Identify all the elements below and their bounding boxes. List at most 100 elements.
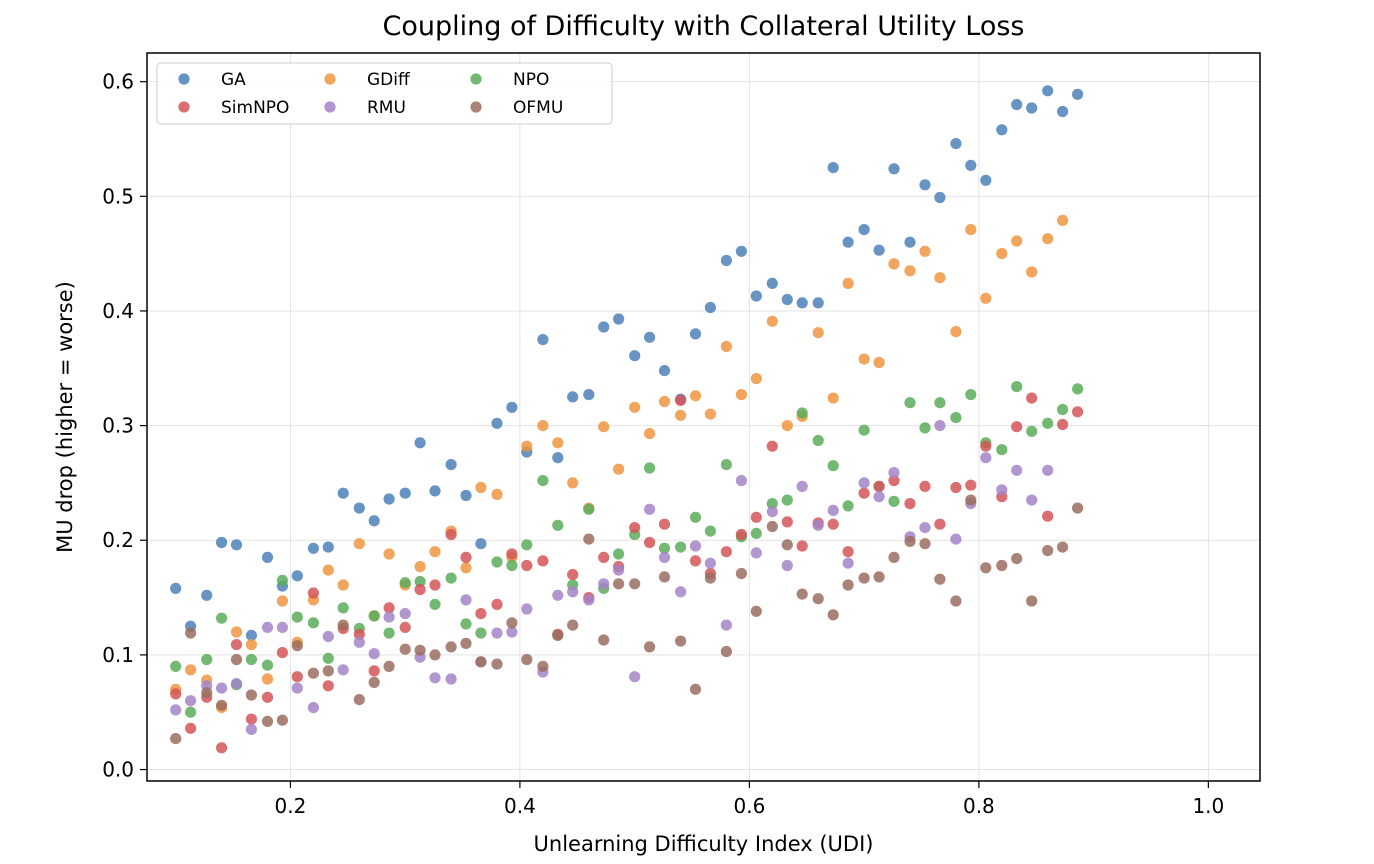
y-tick-label: 0.4 bbox=[102, 299, 134, 323]
point-gdiff bbox=[245, 639, 257, 651]
point-ofmu bbox=[704, 572, 717, 584]
point-gdiff bbox=[613, 463, 625, 475]
point-simnpo bbox=[644, 536, 656, 549]
point-ofmu bbox=[368, 676, 380, 689]
point-gdiff bbox=[720, 340, 733, 353]
point-simnpo bbox=[1042, 510, 1054, 522]
legend-label-ga: GA bbox=[221, 70, 246, 90]
point-gdiff bbox=[1026, 266, 1038, 278]
point-npo bbox=[1042, 417, 1054, 429]
point-ga bbox=[399, 487, 411, 499]
legend: GA GDiff NPO SimNPO RMU OFMU bbox=[156, 62, 613, 125]
point-rmu bbox=[720, 619, 733, 631]
point-simnpo bbox=[735, 528, 748, 541]
point-ga bbox=[873, 244, 885, 256]
legend-marker-gdiff bbox=[324, 73, 336, 85]
point-gdiff bbox=[704, 408, 717, 420]
point-npo bbox=[521, 539, 533, 551]
point-rmu bbox=[613, 564, 625, 576]
point-simnpo bbox=[658, 518, 671, 530]
point-rmu bbox=[291, 682, 303, 694]
point-ofmu bbox=[537, 660, 549, 673]
point-ga bbox=[1011, 99, 1023, 111]
point-simnpo bbox=[261, 691, 274, 703]
point-gdiff bbox=[322, 564, 334, 576]
point-gdiff bbox=[873, 356, 885, 369]
point-ga bbox=[750, 290, 762, 302]
plot-area-frame bbox=[146, 52, 1261, 782]
point-ga bbox=[888, 163, 900, 175]
point-ofmu bbox=[934, 573, 946, 585]
point-ga bbox=[812, 297, 824, 309]
point-npo bbox=[216, 612, 228, 624]
point-npo bbox=[965, 389, 977, 401]
point-rmu bbox=[491, 627, 503, 639]
point-ga bbox=[827, 162, 839, 174]
point-rmu bbox=[368, 648, 380, 660]
legend-label-simnpo: SimNPO bbox=[221, 98, 289, 118]
point-rmu bbox=[781, 559, 793, 572]
point-simnpo bbox=[491, 598, 503, 611]
point-ga bbox=[1042, 85, 1054, 97]
y-tick-label: 0.6 bbox=[102, 70, 134, 94]
point-ga bbox=[996, 124, 1008, 136]
point-npo bbox=[658, 542, 671, 554]
point-simnpo bbox=[291, 671, 303, 683]
point-gdiff bbox=[1057, 214, 1069, 226]
point-rmu bbox=[675, 586, 687, 598]
point-npo bbox=[858, 424, 870, 436]
point-ofmu bbox=[445, 641, 457, 653]
point-simnpo bbox=[353, 628, 365, 640]
point-ga bbox=[552, 452, 564, 464]
point-simnpo bbox=[1026, 392, 1038, 404]
point-ofmu bbox=[750, 605, 762, 617]
point-gdiff bbox=[904, 265, 916, 277]
point-gdiff bbox=[230, 626, 243, 638]
y-tick-label: 0.5 bbox=[102, 184, 134, 208]
x-tick-label: 0.8 bbox=[963, 794, 995, 818]
point-rmu bbox=[812, 519, 824, 531]
point-npo bbox=[276, 574, 288, 587]
point-rmu bbox=[245, 723, 257, 736]
point-ofmu bbox=[644, 641, 656, 653]
point-gdiff bbox=[644, 428, 656, 440]
point-ga bbox=[1026, 102, 1038, 114]
point-ga bbox=[475, 538, 487, 550]
point-rmu bbox=[766, 506, 778, 518]
point-ga bbox=[460, 489, 472, 502]
point-npo bbox=[766, 498, 778, 510]
point-ofmu bbox=[1057, 541, 1069, 553]
point-ofmu bbox=[796, 588, 808, 600]
point-ofmu bbox=[1072, 502, 1084, 514]
point-npo bbox=[950, 412, 962, 424]
point-ofmu bbox=[414, 644, 426, 656]
point-rmu bbox=[521, 603, 533, 615]
point-rmu bbox=[261, 621, 274, 634]
point-npo bbox=[201, 653, 213, 666]
point-ga bbox=[704, 301, 717, 314]
point-ga bbox=[796, 297, 808, 309]
point-ofmu bbox=[858, 572, 870, 584]
point-npo bbox=[1057, 403, 1069, 416]
point-ga bbox=[506, 401, 518, 413]
point-simnpo bbox=[368, 665, 380, 677]
legend-label-npo: NPO bbox=[513, 70, 549, 90]
point-ga bbox=[445, 459, 457, 471]
point-gdiff bbox=[980, 292, 992, 304]
legend-marker-ofmu bbox=[470, 101, 482, 113]
point-rmu bbox=[827, 504, 839, 516]
point-gdiff bbox=[950, 326, 962, 338]
point-ga bbox=[201, 589, 213, 601]
point-simnpo bbox=[904, 498, 916, 510]
point-npo bbox=[1011, 381, 1023, 393]
point-npo bbox=[919, 422, 931, 434]
point-ofmu bbox=[1026, 595, 1038, 607]
point-gdiff bbox=[735, 389, 748, 401]
point-npo bbox=[583, 503, 595, 515]
point-ga bbox=[781, 293, 793, 306]
point-rmu bbox=[735, 475, 748, 487]
point-gdiff bbox=[766, 315, 778, 327]
point-gdiff bbox=[383, 548, 395, 560]
point-ga bbox=[950, 138, 962, 150]
